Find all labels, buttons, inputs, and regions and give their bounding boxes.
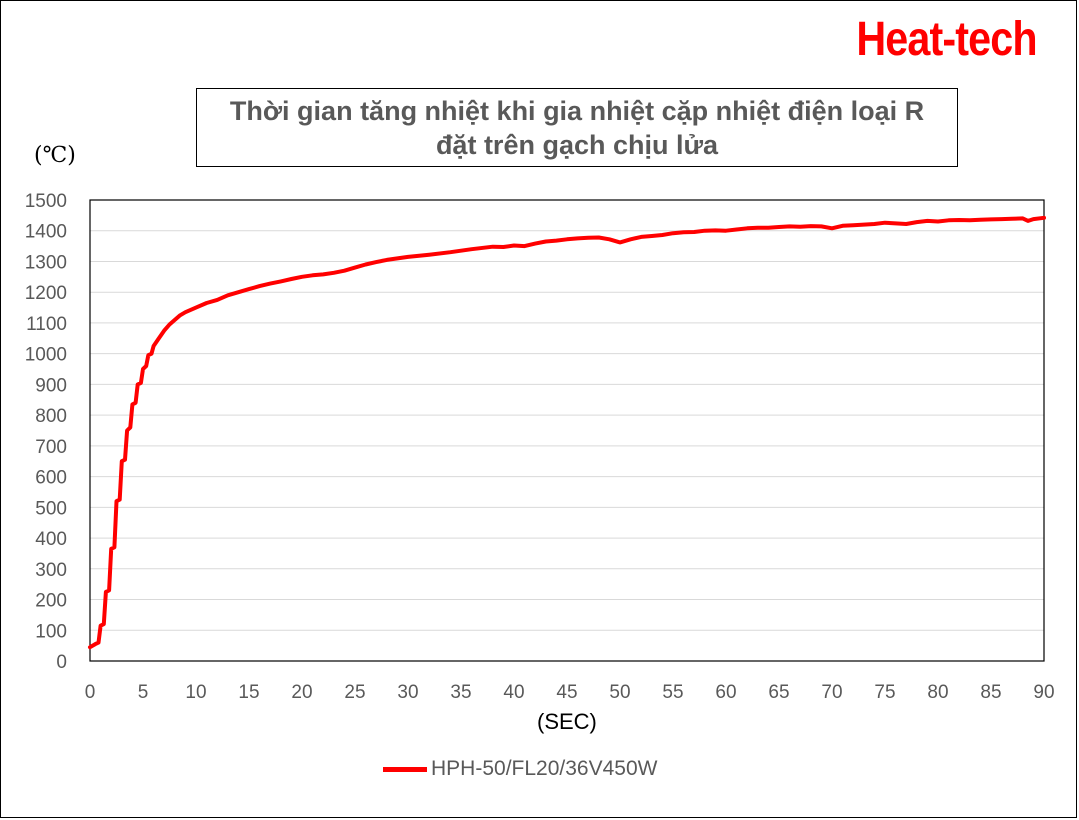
y-tick-label: 0 <box>56 652 67 673</box>
chart-title-line-1: Thời gian tăng nhiệt khi gia nhiệt cặp n… <box>229 95 925 126</box>
x-tick-label: 90 <box>1033 682 1054 703</box>
x-tick-label: 10 <box>185 682 206 703</box>
y-tick-label: 200 <box>35 591 67 612</box>
y-axis-unit: (℃) <box>34 143 76 168</box>
y-tick-label: 1100 <box>26 314 67 335</box>
x-tick-label: 85 <box>980 682 1001 703</box>
y-tick-label: 400 <box>35 529 67 550</box>
x-tick-label: 20 <box>291 682 312 703</box>
series-line-0 <box>88 215 1046 650</box>
x-tick-label: 15 <box>238 682 259 703</box>
x-tick-label: 50 <box>609 682 630 703</box>
x-tick-label: 5 <box>138 682 149 703</box>
legend-label: HPH-50/FL20/36V450W <box>431 757 658 780</box>
x-tick-label: 45 <box>556 682 577 703</box>
x-tick-label: 25 <box>344 682 365 703</box>
y-tick-label: 700 <box>35 437 67 458</box>
plot-area <box>89 199 1045 662</box>
y-tick-label: 800 <box>35 406 67 427</box>
y-tick-label: 500 <box>35 498 67 519</box>
y-tick-label: 100 <box>35 621 67 642</box>
x-tick-label: 30 <box>397 682 418 703</box>
y-tick-label: 1300 <box>25 252 67 273</box>
x-tick-label: 70 <box>821 682 842 703</box>
chart-title: Thời gian tăng nhiệt khi gia nhiệt cặp n… <box>196 88 958 167</box>
x-tick-label: 65 <box>768 682 789 703</box>
x-tick-label: 0 <box>85 682 96 703</box>
y-tick-label: 1400 <box>25 222 67 243</box>
x-tick-label: 75 <box>874 682 895 703</box>
y-tick-label: 1500 <box>25 191 67 212</box>
y-tick-label: 600 <box>35 468 67 489</box>
x-tick-label: 60 <box>715 682 736 703</box>
x-tick-label: 55 <box>662 682 683 703</box>
x-tick-label: 40 <box>503 682 524 703</box>
legend-swatch <box>383 766 427 772</box>
y-tick-label: 1000 <box>25 345 67 366</box>
chart-title-line-2: đặt trên gạch chịu lửa <box>435 129 719 160</box>
x-axis-label: (SEC) <box>537 709 597 734</box>
x-tick-label: 80 <box>927 682 948 703</box>
y-tick-label: 900 <box>35 375 67 396</box>
y-tick-label: 300 <box>35 560 67 581</box>
legend: HPH-50/FL20/36V450W <box>383 757 657 781</box>
y-tick-label: 1200 <box>25 283 67 304</box>
brand-logo: Heat-tech <box>856 13 1038 66</box>
x-tick-label: 35 <box>450 682 471 703</box>
